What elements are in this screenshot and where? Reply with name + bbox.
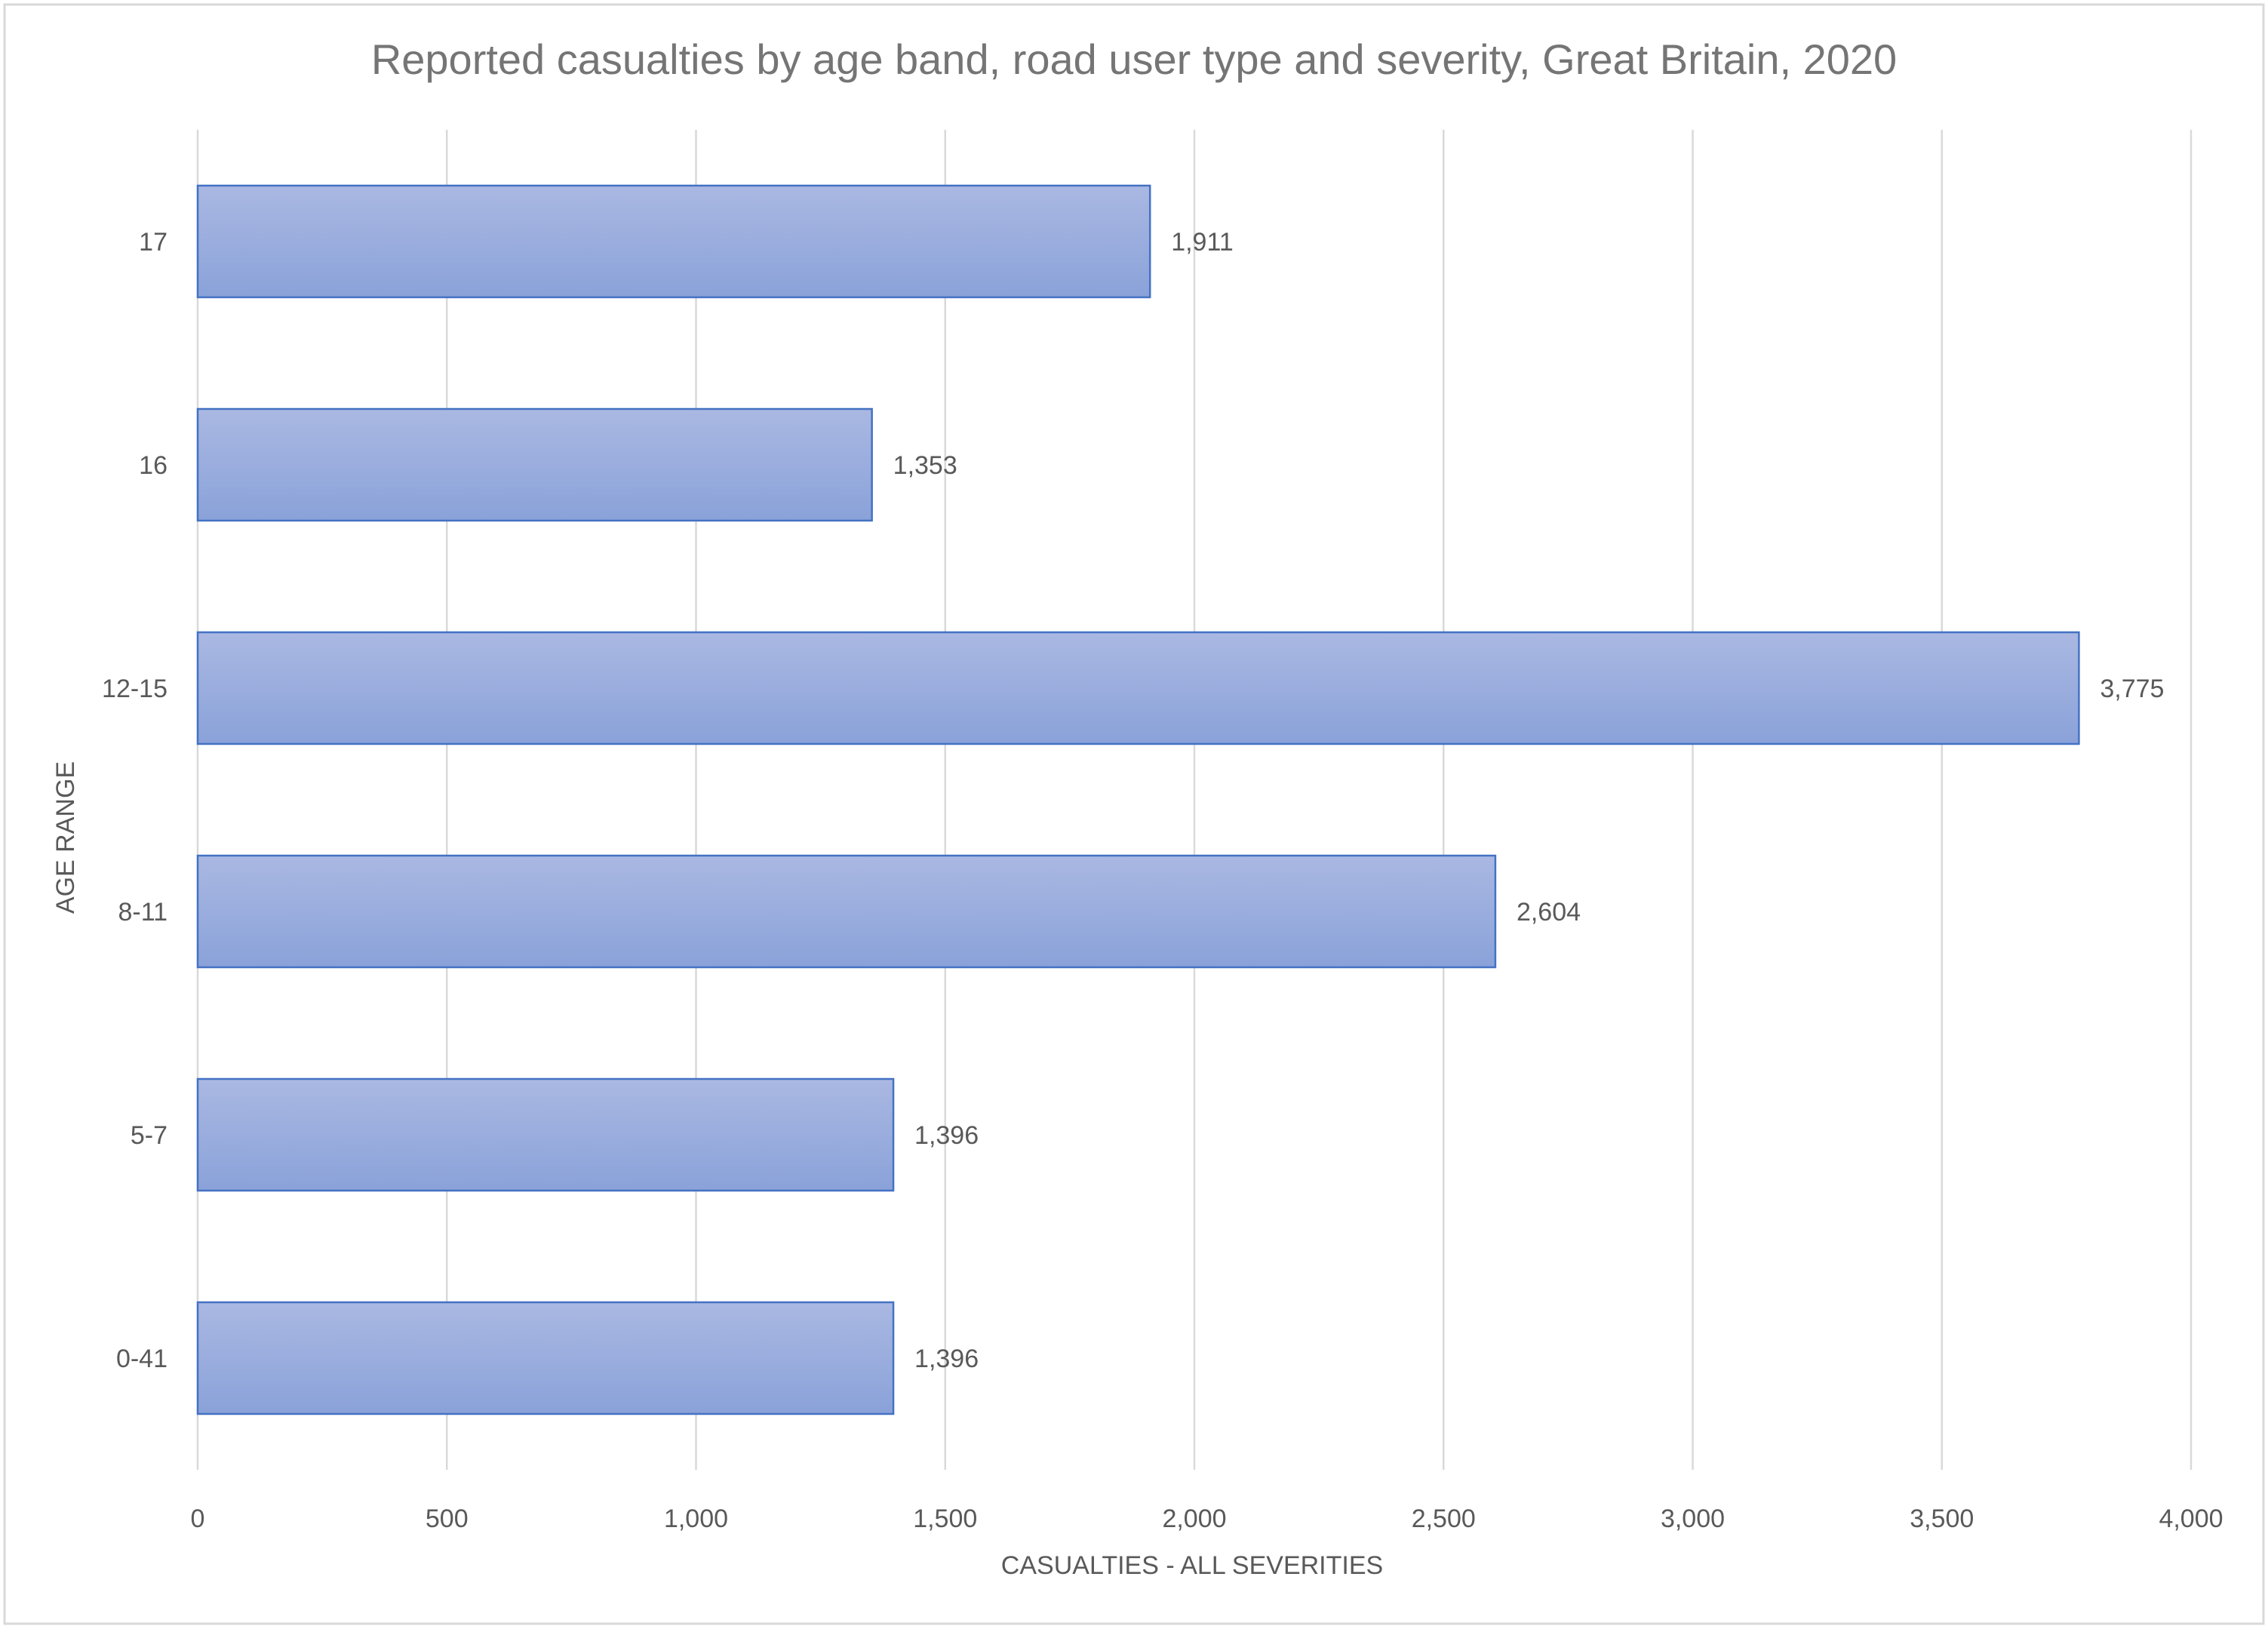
x-axis-ticks: 0 500 1,000 1,500 2,000 2,500 3,000 3,500 4,000 <box>191 1504 2223 1533</box>
y-tick-label: 17 <box>139 228 167 257</box>
data-label: 3,775 <box>2100 675 2164 703</box>
data-labels: 1,911 1,353 3,775 2,604 1,396 1,396 <box>893 228 2165 1373</box>
bar <box>196 1301 895 1415</box>
data-label: 1,396 <box>914 1121 979 1150</box>
x-tick-label: 3,000 <box>1661 1504 1725 1533</box>
bar <box>196 631 2080 745</box>
bar <box>196 184 1151 299</box>
x-tick-label: 1,500 <box>913 1504 977 1533</box>
bar <box>196 854 1497 969</box>
data-label: 1,911 <box>1171 228 1234 257</box>
y-tick-label: 12-15 <box>102 675 167 703</box>
y-axis-ticks: 17 16 12-15 8-11 5-7 0-41 <box>102 228 167 1373</box>
x-tick-label: 3,500 <box>1910 1504 1974 1533</box>
y-tick-label: 5-7 <box>131 1121 167 1150</box>
y-tick-label: 16 <box>139 451 167 480</box>
data-label: 1,353 <box>893 451 957 480</box>
chart-title: Reported casualties by age band, road us… <box>371 35 1897 83</box>
x-tick-label: 0 <box>191 1504 205 1533</box>
y-axis-title: AGE RANGE <box>51 761 80 914</box>
bar <box>196 1077 895 1192</box>
x-axis-title: CASUALTIES - ALL SEVERITIES <box>1001 1551 1383 1580</box>
y-tick-label: 0-41 <box>116 1345 167 1373</box>
gridlines <box>196 130 2193 1470</box>
x-tick-label: 500 <box>426 1504 469 1533</box>
x-tick-label: 2,500 <box>1412 1504 1476 1533</box>
x-tick-label: 4,000 <box>2159 1504 2223 1533</box>
data-label: 2,604 <box>1517 898 1581 927</box>
data-label: 1,396 <box>914 1345 979 1373</box>
x-tick-label: 2,000 <box>1162 1504 1226 1533</box>
bars <box>196 184 2080 1415</box>
y-tick-label: 8-11 <box>118 898 167 927</box>
x-tick-label: 1,000 <box>664 1504 728 1533</box>
bar <box>196 407 873 522</box>
